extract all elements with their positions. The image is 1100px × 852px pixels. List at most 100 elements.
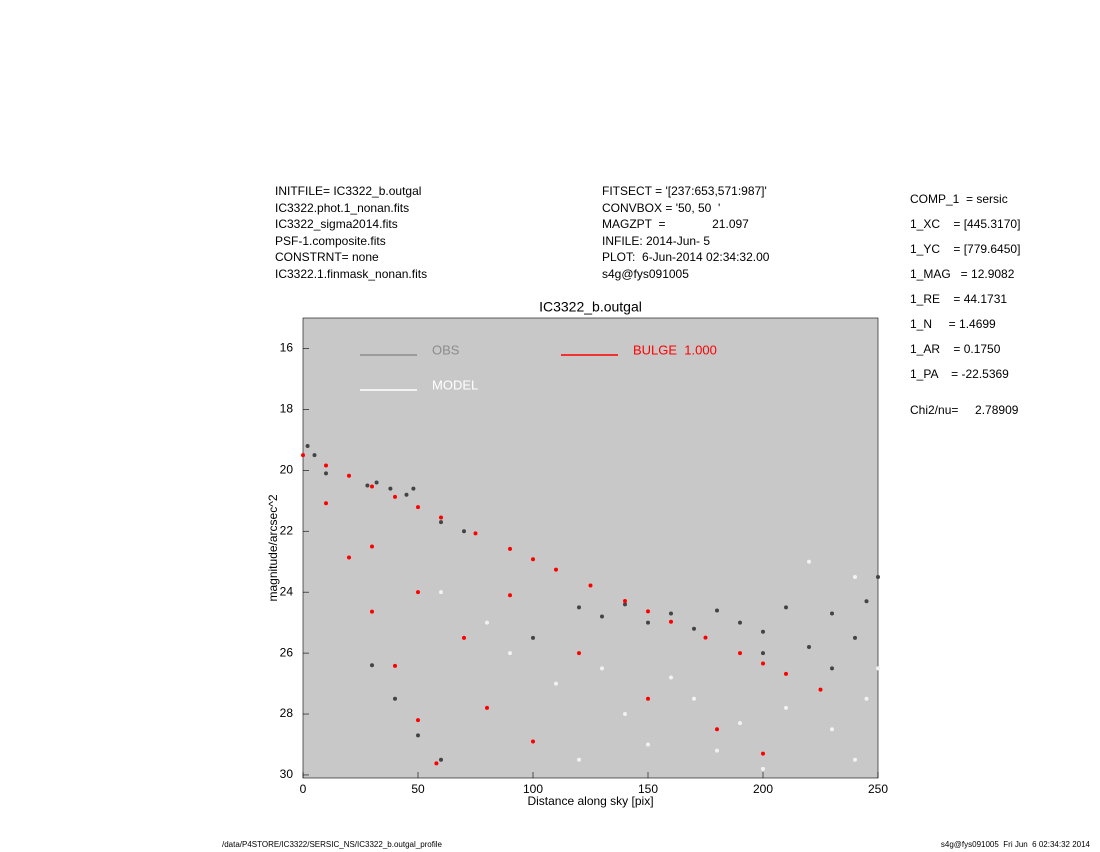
- param-line: 1_AR = 0.1750: [910, 342, 1001, 356]
- data-point: [531, 635, 535, 640]
- data-point: [600, 666, 604, 671]
- y-tick-label: 18: [280, 402, 294, 416]
- data-point: [554, 567, 558, 572]
- y-tick-label: 30: [280, 767, 294, 781]
- data-point: [807, 559, 811, 564]
- y-axis-label: magnitude/arcsec^2: [266, 494, 280, 601]
- data-point: [508, 593, 512, 598]
- data-point: [301, 453, 305, 458]
- data-point: [365, 483, 370, 488]
- param-line: 1_MAG = 12.9082: [910, 267, 1015, 281]
- param-line: 1_N = 1.4699: [910, 317, 996, 331]
- data-point: [830, 666, 834, 671]
- param-line: 1_RE = 44.1731: [910, 292, 1008, 306]
- data-point: [761, 661, 765, 666]
- legend-label: BULGE 1.000: [633, 342, 717, 357]
- data-point: [715, 608, 719, 613]
- data-point: [531, 557, 535, 562]
- data-point: [830, 611, 834, 616]
- header-left-line: CONSTRNT= none: [275, 250, 379, 264]
- footer-right: s4g@fys091005 Fri Jun 6 02:34:32 2014: [940, 840, 1090, 849]
- data-point: [761, 651, 765, 656]
- data-point: [600, 614, 604, 619]
- data-point: [864, 696, 869, 701]
- header-left-line: IC3322_sigma2014.fits: [275, 217, 398, 231]
- data-point: [324, 501, 328, 506]
- data-point: [393, 696, 397, 701]
- data-point: [347, 555, 351, 560]
- data-point: [577, 757, 581, 762]
- header-left-line: INITFILE= IC3322_b.outgal: [275, 184, 422, 198]
- param-line: 1_XC = [445.3170]: [910, 217, 1021, 231]
- x-tick-label: 0: [300, 782, 307, 796]
- data-point: [738, 721, 742, 726]
- data-point: [761, 766, 765, 771]
- x-tick-label: 250: [868, 782, 888, 796]
- data-point: [588, 583, 593, 588]
- data-point: [462, 635, 466, 640]
- data-point: [508, 546, 512, 551]
- data-point: [370, 663, 374, 668]
- data-point: [411, 486, 416, 491]
- data-point: [485, 705, 489, 710]
- data-point: [807, 645, 811, 650]
- header-middle-line: PLOT: 6-Jun-2014 02:34:32.00: [602, 250, 770, 264]
- data-point: [374, 480, 379, 485]
- data-point: [473, 531, 478, 536]
- x-tick-label: 200: [753, 782, 773, 796]
- data-point: [462, 529, 466, 534]
- data-point: [784, 705, 788, 710]
- data-point: [623, 599, 627, 604]
- data-point: [703, 635, 708, 640]
- data-point: [404, 492, 409, 497]
- data-point: [416, 590, 420, 595]
- data-point: [853, 757, 857, 762]
- data-point: [312, 453, 317, 458]
- data-point: [577, 605, 581, 610]
- data-point: [508, 651, 512, 656]
- header-middle-line: INFILE: 2014-Jun- 5: [602, 233, 711, 248]
- data-point: [669, 675, 673, 680]
- data-point: [738, 651, 742, 656]
- data-point: [715, 748, 719, 753]
- data-point: [370, 484, 374, 489]
- data-point: [761, 629, 765, 634]
- y-tick-label: 22: [280, 523, 294, 537]
- x-tick-label: 100: [523, 782, 543, 796]
- data-point: [370, 544, 374, 549]
- data-point: [784, 671, 788, 676]
- y-tick-label: 26: [280, 645, 294, 659]
- data-point: [305, 443, 310, 448]
- data-point: [692, 626, 696, 631]
- data-point: [554, 681, 558, 686]
- y-tick-label: 20: [280, 462, 294, 476]
- data-point: [784, 605, 788, 610]
- data-point: [830, 727, 834, 732]
- x-tick-label: 50: [411, 782, 425, 796]
- data-point: [715, 727, 719, 732]
- data-point: [853, 574, 857, 579]
- header-middle-line: MAGZPT = 21.097: [602, 217, 749, 231]
- data-point: [393, 663, 397, 668]
- data-point: [646, 742, 650, 747]
- data-point: [324, 463, 328, 468]
- chart-title: IC3322_b.outgal: [539, 299, 642, 315]
- data-point: [876, 574, 880, 579]
- data-point: [439, 757, 443, 762]
- data-point: [864, 599, 869, 604]
- param-line: 1_PA = -22.5369: [910, 367, 1009, 381]
- data-point: [439, 590, 443, 595]
- data-point: [818, 687, 823, 692]
- data-point: [347, 473, 351, 478]
- data-point: [738, 620, 742, 625]
- data-point: [434, 761, 439, 766]
- data-point: [393, 494, 397, 499]
- footer-left: /data/P4STORE/IC3322/SERSIC_NS/IC3322_b.…: [222, 840, 442, 849]
- data-point: [439, 520, 443, 525]
- data-point: [324, 471, 328, 476]
- data-point: [669, 611, 673, 616]
- param-line: COMP_1 = sersic: [910, 192, 1008, 206]
- y-tick-label: 24: [280, 584, 294, 598]
- data-point: [646, 609, 650, 614]
